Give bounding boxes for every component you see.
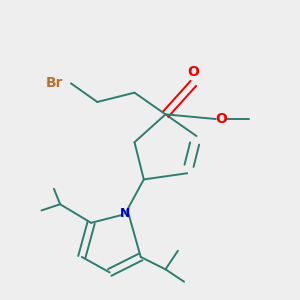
Text: O: O xyxy=(215,112,227,126)
Text: Br: Br xyxy=(46,76,63,90)
Text: O: O xyxy=(188,65,199,79)
Text: N: N xyxy=(120,207,130,220)
